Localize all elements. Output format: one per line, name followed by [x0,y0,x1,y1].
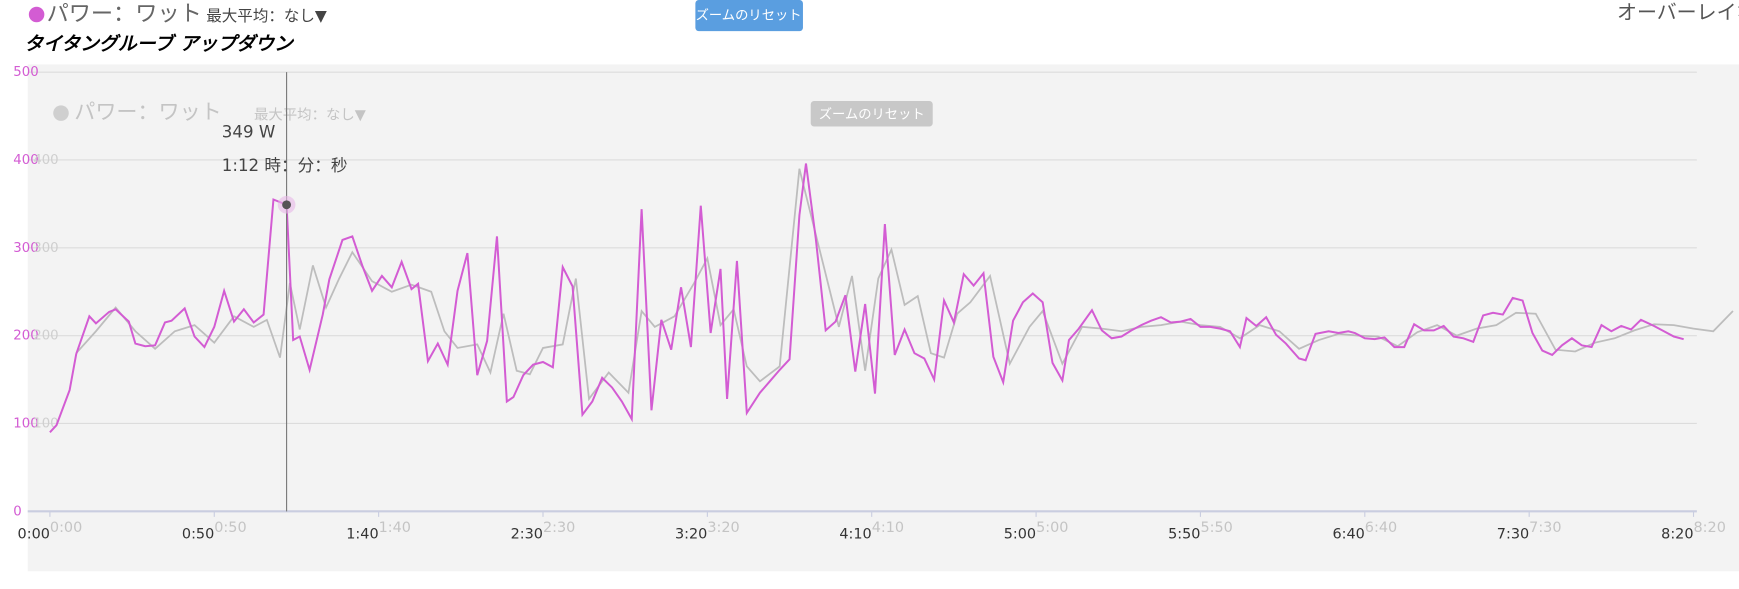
x-tick-label: 6:40 [1332,527,1364,543]
y-tick-label: 400 [13,153,38,168]
overlay-legend-label: パワー：ワット [74,99,221,124]
overlay-y-tick-label: 300 [33,241,58,256]
overlay-y-tick-label: 200 [33,329,58,344]
overlay-x-tick-label: 0:00 [50,520,82,536]
overlay-y-tick-label: 100 [33,416,58,431]
overlay-x-tick-label: 8:20 [1694,520,1726,536]
x-tick-label: 2:30 [511,527,543,543]
overlay-zoom-button [810,100,933,127]
overlay-y-tick-label: 400 [33,153,58,168]
overlay-x-tick-label: 1:40 [379,520,411,536]
overlay-x-tick-label: 4:10 [872,520,904,536]
legend-label: パワー：ワット [47,1,202,27]
zoom-reset-button[interactable] [695,0,803,32]
overlay-zoom-label: ズームのリセット [819,106,925,122]
x-tick-label: 5:00 [1004,527,1036,543]
y-tick-label: 300 [13,241,38,256]
overlay-x-tick-label: 2:30 [543,520,575,536]
overlay-x-tick-label: 7:30 [1529,520,1561,536]
overlay-x-tick-label: 6:40 [1365,520,1397,536]
x-tick-label: 1:40 [346,527,378,543]
tooltip-time: 1:12 時：分：秒 [222,156,348,175]
tooltip-point [282,200,292,210]
plot-background [27,64,1739,572]
x-tick-label: 4:10 [839,527,871,543]
overlay-legend-swatch [53,105,69,121]
overlay-x-tick-label: 3:20 [707,520,739,536]
series-line [49,163,1684,433]
y-tick-label: 0 [13,504,21,519]
tooltip-value: 349 W [222,123,275,142]
x-tick-label: 3:20 [675,527,707,543]
max-average[interactable]: 最大平均：なし▼ [206,7,327,25]
x-tick-label: 0:50 [182,527,214,543]
x-tick-label: 5:50 [1168,527,1200,543]
legend-swatch [28,6,45,23]
chart-title: タイタングルーブ アップダウン [24,33,295,55]
y-tick-label: 100 [13,416,38,431]
series-line [75,168,1734,402]
x-tick-label: 7:30 [1497,527,1529,543]
overlay-x-tick-label: 0:50 [214,520,246,536]
y-tick-label: 200 [13,329,38,344]
overlay-x-tick-label: 5:50 [1200,520,1232,536]
overlay-select[interactable]: オーバーレイなし [1617,0,1739,24]
overlay-x-tick-label: 5:00 [1036,520,1068,536]
x-tick-label: 8:20 [1661,527,1693,543]
overlay-max-average: 最大平均：なし▼ [254,106,367,123]
y-tick-label: 500 [13,65,38,80]
x-tick-label: 0:00 [18,527,50,543]
zoom-reset-label[interactable]: ズームのリセット [696,8,802,24]
